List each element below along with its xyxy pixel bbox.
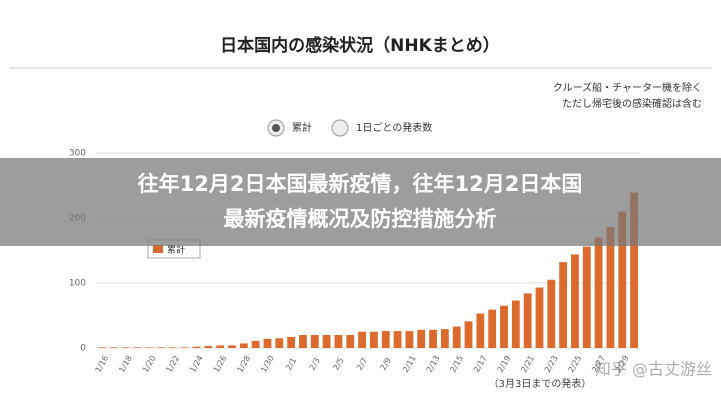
x-tick-label: 2/5 — [331, 356, 345, 372]
x-tick-label: 2/11 — [401, 354, 418, 374]
x-tick-label: 2/9 — [379, 356, 393, 372]
x-tick-label: 2/19 — [496, 354, 513, 374]
option-label[interactable]: 1日ごとの発表数 — [356, 121, 432, 134]
note: ただし帰宅後の感染確認は含む — [562, 97, 702, 110]
x-tick-label: 2/25 — [567, 354, 584, 374]
x-tick-label: 2/17 — [472, 354, 489, 374]
bar — [299, 335, 307, 348]
watermark: 知乎 @古丈游丝 — [595, 360, 712, 379]
banner-title: 最新疫情概况及防控措施分析 — [224, 207, 497, 231]
y-tick-label: 100 — [69, 279, 86, 289]
bar — [334, 335, 343, 348]
x-tick-label: 1/18 — [117, 354, 134, 374]
bar — [452, 326, 461, 348]
x-tick-label: 2/1 — [284, 356, 298, 372]
bar — [121, 347, 130, 348]
x-tick-label: 1/26 — [212, 354, 229, 374]
bar — [511, 300, 520, 348]
bar — [275, 338, 284, 348]
bar — [606, 227, 615, 348]
x-tick-label: 2/23 — [543, 354, 560, 374]
bar — [168, 347, 177, 348]
y-tick-label: 0 — [80, 344, 86, 354]
footnote: （3月3日までの発表） — [489, 377, 592, 390]
bar — [417, 329, 426, 348]
bar — [157, 347, 165, 348]
y-tick-label: 300 — [69, 149, 86, 159]
x-tick-label: 2/3 — [308, 356, 322, 372]
x-tick-label: 1/22 — [164, 354, 181, 374]
bar — [440, 329, 449, 348]
bar — [192, 346, 201, 348]
bar — [547, 279, 556, 348]
bar — [393, 331, 402, 348]
x-tick-label: 1/16 — [94, 354, 111, 374]
bar — [464, 321, 473, 348]
bar — [523, 293, 532, 348]
x-tick-label: 2/7 — [355, 356, 369, 372]
bar — [618, 211, 627, 348]
legend-label: 累計 — [167, 244, 185, 256]
bar — [180, 347, 189, 348]
bar — [109, 347, 118, 348]
x-tick-label: 1/28 — [235, 354, 252, 374]
radio-dot — [272, 124, 280, 132]
bar — [322, 335, 331, 348]
bar — [251, 340, 260, 348]
x-tick-label: 2/21 — [519, 354, 536, 374]
bar — [405, 331, 414, 348]
bar — [133, 347, 142, 348]
bar — [535, 287, 544, 348]
x-tick-label: 2/13 — [425, 354, 442, 374]
note: クルーズ船・チャーター機を除く — [553, 81, 702, 94]
bar — [381, 331, 390, 348]
bar — [582, 246, 591, 348]
bar — [310, 335, 319, 348]
bar — [571, 254, 579, 348]
option-label[interactable]: 累計 — [292, 121, 312, 134]
bar — [239, 343, 248, 348]
bar — [559, 262, 568, 348]
bar — [145, 347, 154, 348]
x-tick-label: 1/20 — [141, 354, 158, 374]
chart-title: 日本国内の感染状況（NHKまとめ） — [220, 35, 500, 56]
bar — [204, 346, 213, 348]
bar — [98, 347, 106, 348]
x-tick-label: 1/24 — [188, 354, 205, 374]
x-tick-label: 2/15 — [448, 354, 465, 374]
bar — [216, 345, 225, 348]
bar — [476, 313, 485, 348]
bar — [488, 309, 497, 348]
banner-title: 往年12月2日本国最新疫情，往年12月2日本国 — [138, 172, 583, 196]
legend-swatch — [153, 245, 163, 253]
radio[interactable] — [331, 119, 349, 137]
bar — [346, 335, 355, 348]
bar — [370, 331, 378, 348]
bar — [429, 329, 437, 348]
bar — [358, 331, 366, 348]
bar — [500, 305, 508, 348]
bar — [630, 192, 638, 348]
bar — [594, 237, 603, 348]
bar — [263, 338, 272, 348]
bar — [228, 345, 236, 348]
x-tick-label: 1/30 — [259, 354, 276, 374]
bar — [287, 336, 296, 348]
banner — [0, 158, 721, 246]
